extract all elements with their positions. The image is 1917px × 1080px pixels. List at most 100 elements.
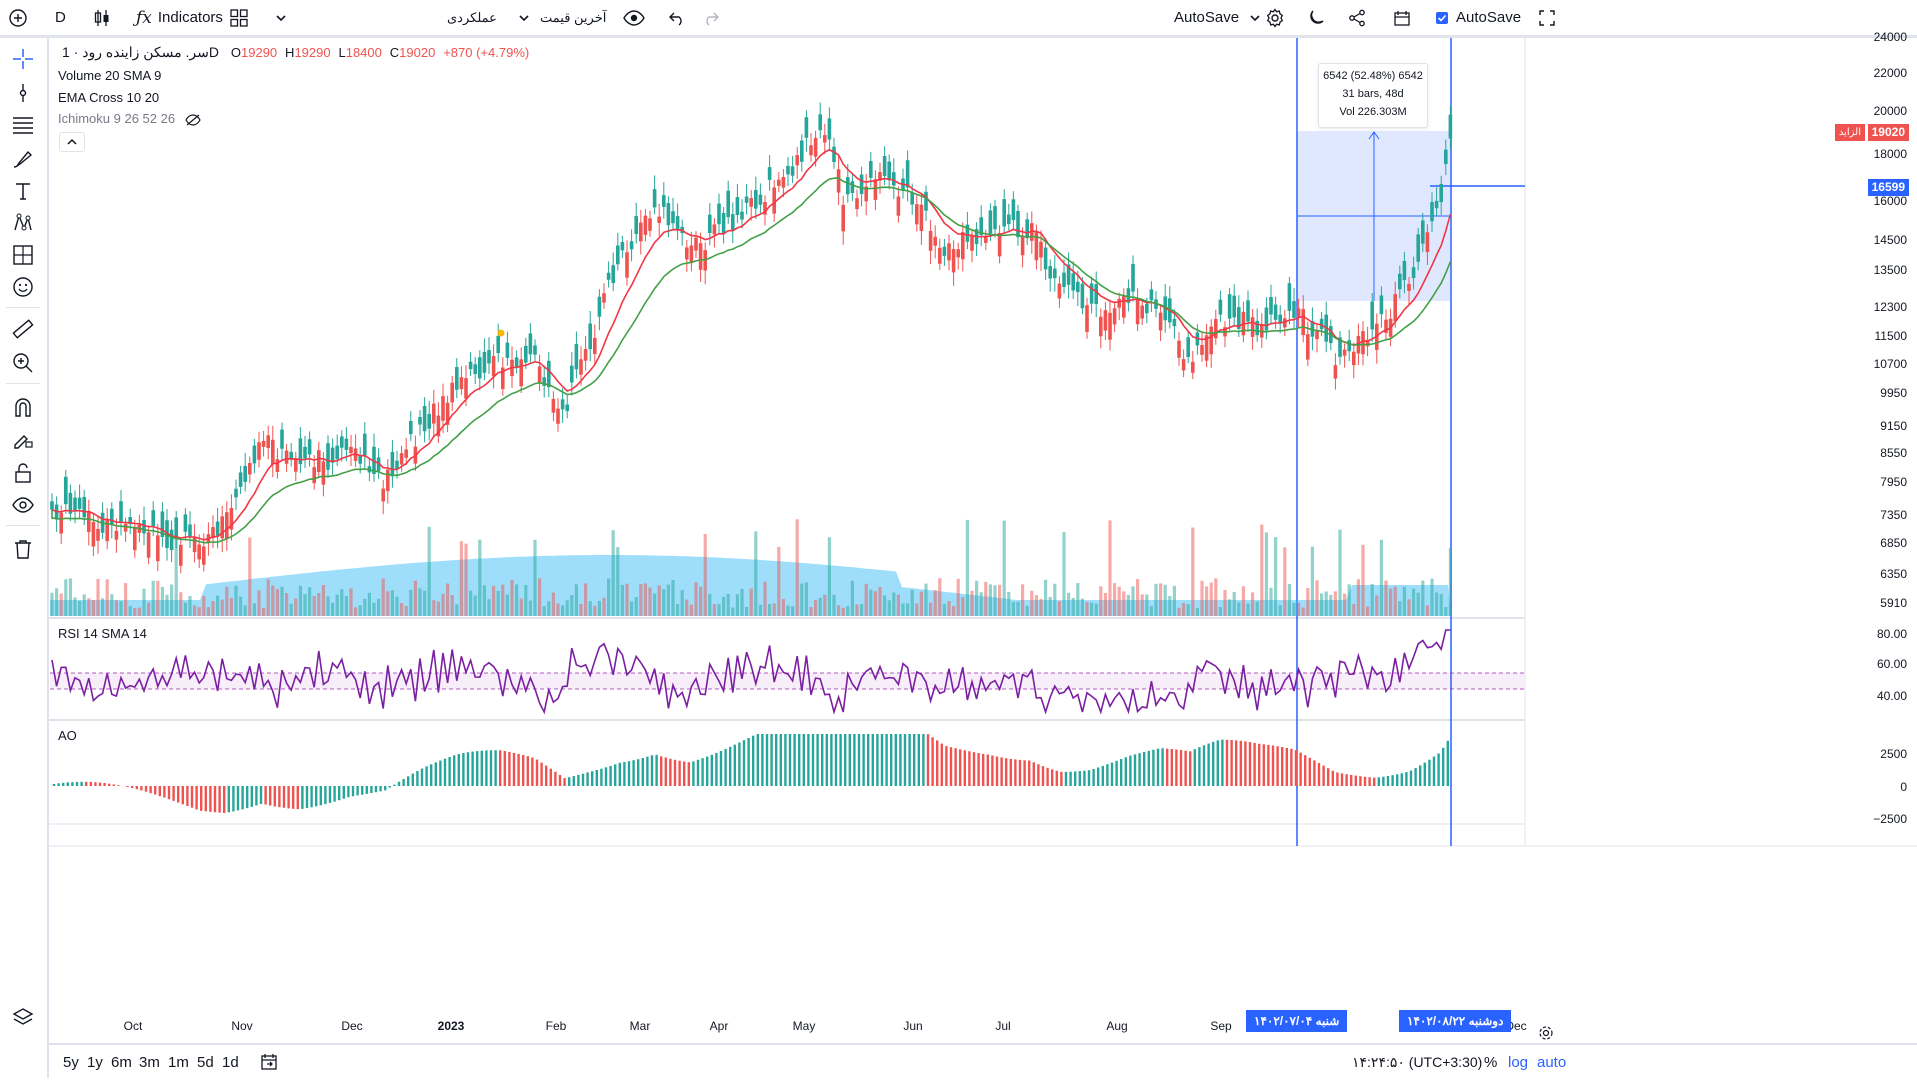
object-tree-button[interactable] [10,1004,36,1030]
candle-body [1366,340,1370,346]
ruler-tool[interactable] [10,316,36,342]
zoom-tool[interactable] [10,350,36,376]
range-1y[interactable]: 1y [87,1054,103,1071]
candle-body [331,448,335,463]
log-toggle[interactable]: log [1508,1054,1528,1071]
ao-bar [462,753,464,786]
pattern-tool[interactable] [10,210,36,236]
candle-body [1416,234,1420,261]
autosave-toggle[interactable]: AutoSave [1436,0,1521,35]
volume-bar [575,584,578,616]
candle-body [501,368,505,390]
timezone-clock[interactable]: ۱۴:۲۴:۵۰ (UTC+3:30) [1352,1054,1482,1071]
volume-bar [1164,585,1167,616]
goto-date-button[interactable] [259,1052,279,1077]
collapse-legend-button[interactable] [59,132,85,152]
templates-dropdown[interactable] [275,0,287,35]
volume-bar [239,597,242,616]
range-3m[interactable]: 3m [139,1054,160,1071]
remove-drawings-tool[interactable] [10,536,36,562]
price-source-select[interactable]: آخرین قیمت [518,0,606,35]
volume-bar [221,600,224,616]
ao-bar [674,760,676,786]
redo-button[interactable] [702,0,720,35]
auto-toggle[interactable]: auto [1537,1054,1566,1071]
fullscreen-button[interactable] [1538,0,1556,35]
autosave-dropdown[interactable]: AutoSave [1174,0,1261,35]
ao-bar [1180,750,1182,786]
volume-bar [759,605,762,616]
volume-bar [441,594,444,616]
volume-bar [1205,586,1208,616]
prediction-tool[interactable] [10,242,36,268]
volume-bar [1210,583,1213,616]
ao-bar [996,757,998,787]
ao-bar [752,736,754,786]
candle-body [575,344,579,369]
ao-bar [182,786,184,804]
candle-body [409,421,413,434]
theme-button[interactable] [1307,0,1325,35]
symbol-legend[interactable]: سر. مسکن زاینده رود · 1D O19290 H19290 L… [58,44,529,61]
candle-body [1104,310,1108,330]
candle-body [1265,308,1269,331]
hide-tool[interactable] [10,492,36,518]
candle-body [1255,321,1259,335]
range-5y[interactable]: 5y [63,1054,79,1071]
candle-body [234,489,238,498]
templates-button[interactable] [230,0,248,35]
ao-bar [550,769,552,786]
candle-body [1283,318,1287,327]
share-button[interactable] [1348,0,1366,35]
ao-bar [1295,750,1297,786]
layout-name[interactable]: عملکردی [447,0,497,35]
visibility-button[interactable] [623,0,645,35]
candle-body [133,527,137,550]
volume-bar [957,579,960,616]
range-1d[interactable]: 1d [222,1054,239,1071]
candle-body [506,343,510,358]
candle-body [55,505,59,520]
rsi-legend[interactable]: RSI 14 SMA 14 [58,626,147,641]
ao-bar [1138,753,1140,786]
volume-bar [460,541,463,616]
ao-legend[interactable]: AO [58,728,77,743]
crosshair-tool[interactable] [10,46,36,72]
indicators-button[interactable]: ƒx Indicators [136,0,223,35]
chart-type-button[interactable] [92,0,112,35]
interval-button[interactable]: D [55,0,66,35]
ao-bar [195,786,197,809]
time-tick: Jul [995,1019,1010,1033]
range-5d[interactable]: 5d [197,1054,214,1071]
ohlc-close: C19020 [390,45,436,60]
magnet-tool[interactable] [10,394,36,420]
ao-bar [761,734,763,786]
candle-body [308,439,312,454]
range-6m[interactable]: 6m [111,1054,132,1071]
range-1m[interactable]: 1m [168,1054,189,1071]
ema-legend[interactable]: EMA Cross 10 20 [58,90,159,105]
fib-tool[interactable] [10,112,36,138]
ichimoku-legend[interactable]: Ichimoku 9 26 52 26 [58,111,201,126]
ao-bar [1175,750,1177,787]
stay-in-drawing-tool[interactable] [10,426,36,452]
ao-bar [338,786,340,800]
volume-bar [529,601,532,616]
snapshot-button[interactable] [1393,0,1411,35]
volume-bar [892,593,895,616]
icons-tool[interactable] [10,274,36,300]
volume-legend[interactable]: Volume 20 SMA 9 [58,68,161,83]
trend-line-tool[interactable] [10,80,36,106]
undo-button[interactable] [668,0,686,35]
brush-tool[interactable] [10,146,36,172]
candle-body [59,513,63,534]
settings-button[interactable] [1265,0,1285,35]
percent-toggle[interactable]: % [1484,1054,1497,1071]
lock-tool[interactable] [10,460,36,486]
volume-bar [506,595,509,616]
text-tool[interactable] [10,178,36,204]
add-symbol-button[interactable] [8,0,28,35]
volume-bar [745,607,748,616]
volume-bar [717,604,720,616]
